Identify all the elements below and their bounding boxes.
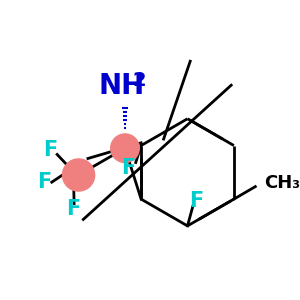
- Text: F: F: [66, 199, 80, 219]
- Text: 2: 2: [133, 71, 146, 90]
- Text: F: F: [189, 191, 204, 211]
- Text: F: F: [38, 172, 52, 192]
- Text: F: F: [122, 158, 136, 178]
- Text: F: F: [43, 140, 57, 160]
- Circle shape: [62, 159, 94, 191]
- Circle shape: [111, 134, 139, 163]
- Text: NH: NH: [98, 72, 145, 100]
- Text: CH₃: CH₃: [264, 174, 300, 192]
